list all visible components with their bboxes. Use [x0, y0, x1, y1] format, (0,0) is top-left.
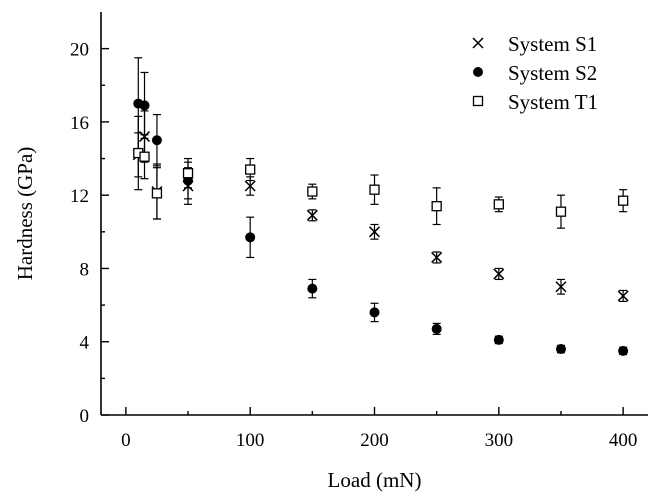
x-tick-label: 100	[236, 430, 265, 451]
circle-marker	[618, 345, 629, 356]
circle-marker	[473, 67, 483, 77]
square-marker	[245, 164, 256, 175]
x-axis-label: Load (mN)	[328, 468, 422, 492]
x-marker	[493, 268, 505, 280]
x-marker-stroke	[306, 209, 318, 221]
x-tick-label: 0	[121, 430, 131, 451]
y-axis-label: Hardness (GPa)	[13, 147, 37, 281]
circle-marker	[151, 135, 162, 146]
x-tick-label: 200	[360, 430, 389, 451]
legend-item: System S1	[472, 32, 597, 56]
square-marker	[182, 168, 194, 179]
x-marker-stroke	[244, 180, 256, 192]
square-marker	[431, 201, 442, 212]
x-marker	[555, 281, 567, 293]
circle-marker	[307, 283, 318, 294]
x-marker-stroke	[617, 290, 629, 302]
circle-marker	[493, 334, 504, 345]
square-marker	[472, 95, 484, 107]
circle-marker	[369, 307, 380, 318]
data-markers	[132, 98, 629, 356]
circle-marker	[139, 100, 150, 111]
y-tick-label: 0	[80, 406, 90, 427]
circle-marker	[555, 344, 566, 355]
x-marker-stroke	[493, 268, 505, 280]
x-marker	[472, 37, 484, 49]
y-tick-label: 16	[70, 113, 89, 134]
x-marker-stroke	[138, 131, 151, 143]
x-marker-stroke	[431, 251, 443, 263]
legend: System S1 System S2 System T1	[472, 32, 598, 114]
legend-label: System S1	[508, 32, 597, 56]
x-marker	[244, 180, 256, 192]
y-tick-label: 4	[80, 333, 90, 354]
square-marker	[369, 184, 380, 195]
square-marker	[493, 199, 504, 210]
x-marker	[138, 131, 151, 143]
legend-label: System T1	[508, 90, 598, 114]
circle-marker	[431, 323, 442, 334]
x-tick-label: 400	[609, 430, 638, 451]
x-marker	[431, 251, 443, 263]
square-marker	[307, 186, 318, 197]
square-marker	[555, 206, 567, 217]
x-marker-stroke	[368, 226, 381, 238]
x-marker-stroke	[555, 281, 567, 293]
x-marker	[368, 226, 381, 238]
x-marker-stroke	[472, 37, 484, 49]
y-tick-label: 8	[80, 259, 90, 280]
legend-label: System S2	[508, 61, 597, 85]
square-marker	[139, 151, 150, 162]
square-marker	[617, 195, 629, 206]
legend-item: System S2	[473, 61, 597, 85]
x-marker	[617, 290, 629, 302]
x-marker	[306, 209, 318, 221]
square-marker	[151, 188, 163, 199]
circle-marker	[245, 232, 256, 243]
x-tick-label: 300	[485, 430, 514, 451]
y-tick-label: 20	[70, 40, 89, 61]
y-tick-label: 12	[70, 186, 89, 207]
legend-item: System T1	[472, 90, 598, 114]
